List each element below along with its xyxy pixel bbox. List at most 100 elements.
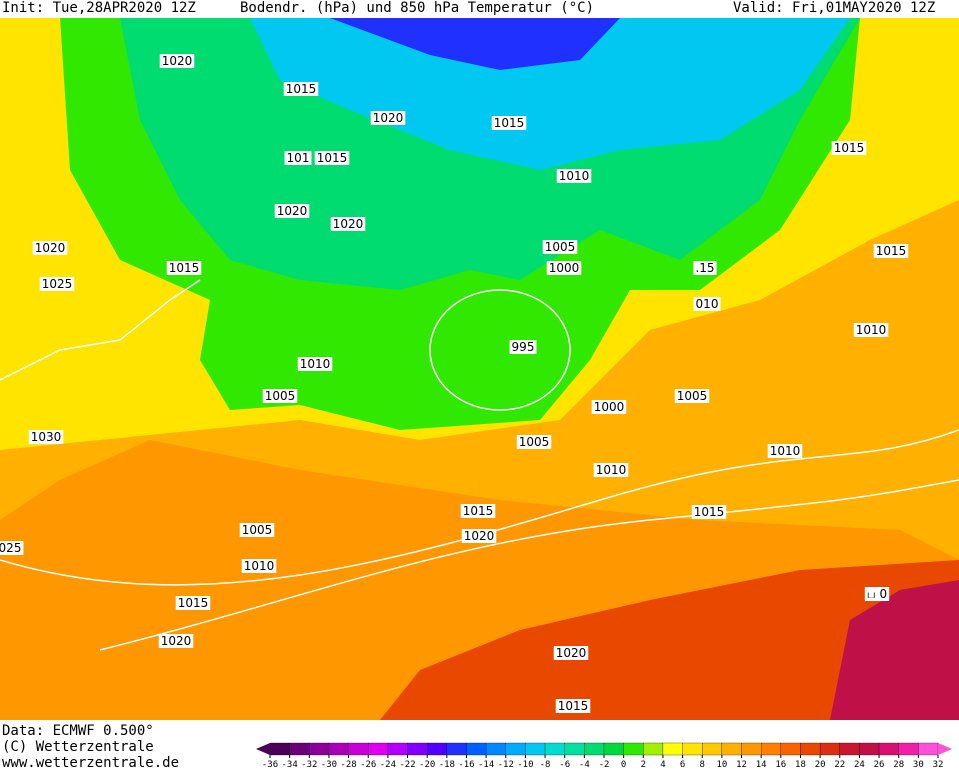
isobar-label: 1010 [770,444,801,458]
isobar-label: 1005 [677,389,708,403]
hottest-zone [830,580,959,720]
colorbar-box [918,742,939,756]
isobar-label-bg [555,699,591,713]
isobar-label: ப 0 [867,587,887,601]
map-title: Bodendr. (hPa) und 850 hPa Temperatur (°… [240,0,594,16]
colorbar-arrow [938,743,952,755]
isobar-label-bg [491,116,527,130]
isobar [0,429,959,586]
colorbar-box [643,742,664,756]
colorbar-box [741,742,762,756]
isobar-label-bg [158,634,194,648]
isobar-label-bg [591,400,627,414]
colorbar-label: 14 [756,760,767,770]
isobar-label-bg [330,217,366,231]
colorbar-box [721,742,742,756]
colorbar-box [544,742,565,756]
colorbar-label: -18 [439,760,455,770]
isobar-label: 025 [0,541,21,555]
isobar-label: 1010 [596,463,627,477]
isobar-label-bg [284,151,312,165]
isobar-label: 1020 [373,111,404,125]
isobar-label-bg [175,596,211,610]
colorbar-box [603,742,624,756]
colorbar-label: -10 [517,760,533,770]
isobar-label-bg [370,111,406,125]
colorbar-label: 32 [933,760,944,770]
colorbar-box [525,742,546,756]
data-source: Data: ECMWF 0.500° [2,723,154,739]
colorbar-box [819,742,840,756]
isobar-label-bg [461,529,497,543]
colorbar-box [702,742,723,756]
isobar-label-bg [873,244,909,258]
isobar-label: 1015 [286,82,317,96]
isobar [0,279,201,381]
isobar-label-bg [864,587,890,601]
isobar-label: 995 [512,340,535,354]
colorbar-box [368,742,389,756]
isobar-label: 1005 [519,435,550,449]
colorbar-label: -16 [458,760,474,770]
colorbar-label: -30 [321,760,337,770]
isobar-label: 1030 [31,430,62,444]
colorbar-box [761,742,781,756]
isobar-label-bg [831,141,867,155]
isobar-label: 1015 [463,504,494,518]
colorbar-label: 28 [893,760,904,770]
colorbar-box [446,742,467,756]
isobar-label-bg [553,646,589,660]
colorbar-box [505,742,526,756]
isobar-label-bg [593,463,629,477]
colorbar-box [289,742,310,756]
colorbar-box [564,742,585,756]
colorbar-label: 0 [621,760,626,770]
colorbar-box [348,742,369,756]
colorbar-label: 18 [795,760,806,770]
isobar [429,289,571,411]
isobar-label: 1010 [559,169,590,183]
isobar-label-bg [767,444,803,458]
hot-zone [380,560,959,720]
isobar-label-bg [0,541,24,555]
isobar-label-bg [693,297,721,311]
colorbar-label: -14 [478,760,494,770]
colorbar-box [407,742,428,756]
isobar-label: 1015 [317,151,348,165]
isobar-label: 010 [696,297,719,311]
isobar-label: 1010 [856,323,887,337]
isobar-label-bg [28,430,64,444]
isobar-label: 1020 [333,217,364,231]
colorbar-box [859,742,880,756]
isobar-label: 1020 [162,54,193,68]
colorbar-label: -20 [419,760,435,770]
coldest-zone [330,18,620,70]
colder-zone [250,18,850,170]
colorbar-label: -2 [599,760,610,770]
isobar-label-bg [516,435,552,449]
isobar-label: 1015 [169,261,200,275]
isobar-label: 1025 [42,277,73,291]
colorbar-box [387,742,408,756]
isobar-label-bg [556,169,592,183]
isobar-label-bg [39,277,75,291]
isobar-label-bg [297,357,333,371]
isobar-label: 1020 [35,241,66,255]
isobar-label: 101 [287,151,310,165]
isobar-label: 1015 [494,116,525,130]
isobar-label: 1020 [277,204,308,218]
colorbar-label: -24 [380,760,396,770]
isobar-label: .15 [695,261,714,275]
valid-time: Valid: Fri,01MAY2020 12Z [733,0,935,16]
colorbar-box [839,742,860,756]
colorbar-label: 12 [736,760,747,770]
colorbar-label: -34 [282,760,298,770]
colorbar-box [780,742,801,756]
isobar-label: 1010 [300,357,331,371]
colorbar-box [269,742,290,756]
isobar-label-bg [166,261,202,275]
colorbar-label: -8 [540,760,551,770]
colorbar-box [584,742,605,756]
isobar-label: 1000 [549,261,580,275]
